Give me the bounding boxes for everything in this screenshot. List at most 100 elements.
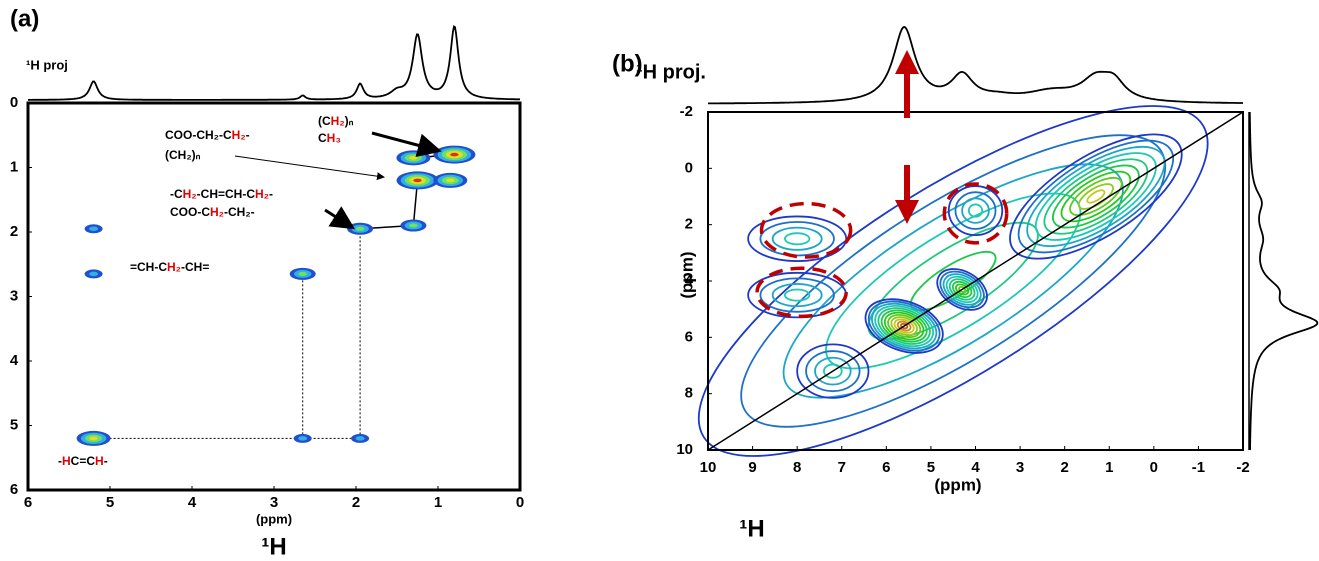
- highlight: [942, 182, 1009, 245]
- contour: [961, 197, 990, 224]
- x-tick-label: 5: [106, 494, 114, 511]
- x-tick-label: 4: [188, 494, 197, 511]
- diagonal: [707, 111, 1244, 451]
- annotation: =CH-CH₂-CH=: [130, 260, 209, 274]
- x-tick-label: 6: [882, 459, 890, 476]
- contour: [782, 163, 1124, 399]
- y-tick-label: 4: [685, 272, 694, 289]
- x-tick-label: 5: [927, 459, 935, 476]
- x-tick-label: -1: [1192, 459, 1205, 476]
- contour: [805, 350, 861, 393]
- contour: [1060, 170, 1132, 223]
- x-axis-label: (ppm): [934, 475, 981, 494]
- contour: [1034, 152, 1157, 241]
- contour: [1017, 139, 1175, 254]
- y-axis-label: (ppm): [677, 251, 696, 298]
- x-tick-label: 0: [1150, 459, 1158, 476]
- contour: [896, 320, 912, 332]
- x-axis-label: ¹H: [739, 515, 764, 542]
- projection: [708, 26, 1243, 105]
- projection-label: ¹H proj.: [636, 61, 706, 83]
- contour: [877, 307, 931, 345]
- side-projection: [1248, 112, 1319, 451]
- contour: [784, 232, 811, 246]
- contour: [874, 305, 935, 348]
- y-tick-label: 6: [685, 328, 693, 345]
- peak: [89, 271, 99, 277]
- panel-label: (a): [10, 5, 39, 32]
- contour: [939, 270, 985, 309]
- contour: [880, 309, 928, 343]
- highlight: [755, 266, 848, 319]
- peak: [89, 436, 98, 441]
- x-tick-label: 1: [434, 494, 442, 511]
- contour: [945, 275, 979, 304]
- annotation: (CH₂)ₙ: [165, 148, 201, 162]
- annotation: CH₃: [318, 131, 341, 145]
- layer: (a) ¹H proj (ppm) ¹H 6 5 4 3 2 1 0 0 1 2 3 4 5 6: [10, 5, 524, 560]
- peak: [355, 226, 365, 231]
- contour: [1086, 189, 1106, 204]
- contour: [936, 268, 988, 311]
- contour: [784, 288, 811, 302]
- contour: [747, 215, 848, 262]
- x-axis-label: ¹H: [261, 533, 286, 560]
- y-tick-label: 0: [10, 94, 18, 111]
- peak: [446, 178, 455, 183]
- x-tick-label: 2: [352, 494, 360, 511]
- contour: [814, 356, 852, 386]
- annotation: COO-CH₂-CH₂-: [170, 205, 255, 219]
- y-tick-label: 4: [10, 352, 19, 369]
- x-tick-label: 2: [1060, 459, 1068, 476]
- x-tick-label: 8: [793, 459, 801, 476]
- x-tick-label: 10: [700, 459, 717, 476]
- annotation: (CH₂)ₙ: [318, 114, 354, 128]
- peak: [450, 152, 459, 157]
- y-tick-label: 1: [10, 158, 18, 175]
- contour: [867, 300, 941, 352]
- y-tick-label: 0: [685, 159, 693, 176]
- projection-label: ¹H proj: [26, 57, 68, 72]
- panel-label: (b): [612, 50, 643, 77]
- x-tick-label: 3: [270, 494, 278, 511]
- x-tick-label: 7: [838, 459, 846, 476]
- y-tick-label: 3: [10, 287, 18, 304]
- arrow: [324, 206, 356, 230]
- y-tick-label: 6: [10, 481, 18, 498]
- peak: [298, 271, 308, 276]
- contour: [954, 191, 997, 230]
- contour: [1069, 176, 1123, 217]
- contour: [1009, 133, 1183, 260]
- peak: [355, 436, 365, 441]
- contour: [771, 283, 823, 308]
- y-tick-label: 5: [10, 416, 18, 433]
- contour: [1043, 158, 1149, 235]
- projection: [28, 24, 521, 101]
- contour: [958, 285, 967, 293]
- contour: [887, 313, 922, 339]
- x-tick-label: 1: [1105, 459, 1113, 476]
- contour: [796, 343, 870, 399]
- contour: [1026, 145, 1166, 248]
- contour: [955, 283, 970, 296]
- contour: [900, 322, 909, 330]
- x-axis-label: (ppm): [256, 511, 292, 526]
- contour: [759, 277, 835, 313]
- y-tick-label: 2: [685, 216, 693, 233]
- contour: [951, 280, 973, 299]
- contour: [893, 318, 915, 334]
- contour: [948, 278, 976, 301]
- contour: [1052, 164, 1140, 229]
- x-tick-label: 3: [1016, 459, 1024, 476]
- contour: [967, 203, 984, 218]
- contour: [823, 363, 843, 379]
- peak: [413, 178, 422, 183]
- y-tick-label: 10: [676, 441, 693, 458]
- highlight: [759, 201, 853, 259]
- annotation: -CH₂-CH=CH-CH₂-: [170, 187, 273, 201]
- peak: [298, 436, 308, 441]
- x-tick-label: 6: [24, 494, 32, 511]
- contour: [771, 226, 823, 251]
- annotations-a: (CH₂)ₙ CH₃ COO-CH₂-CH₂- (CH₂)ₙ -CH₂-CH=C…: [58, 114, 442, 468]
